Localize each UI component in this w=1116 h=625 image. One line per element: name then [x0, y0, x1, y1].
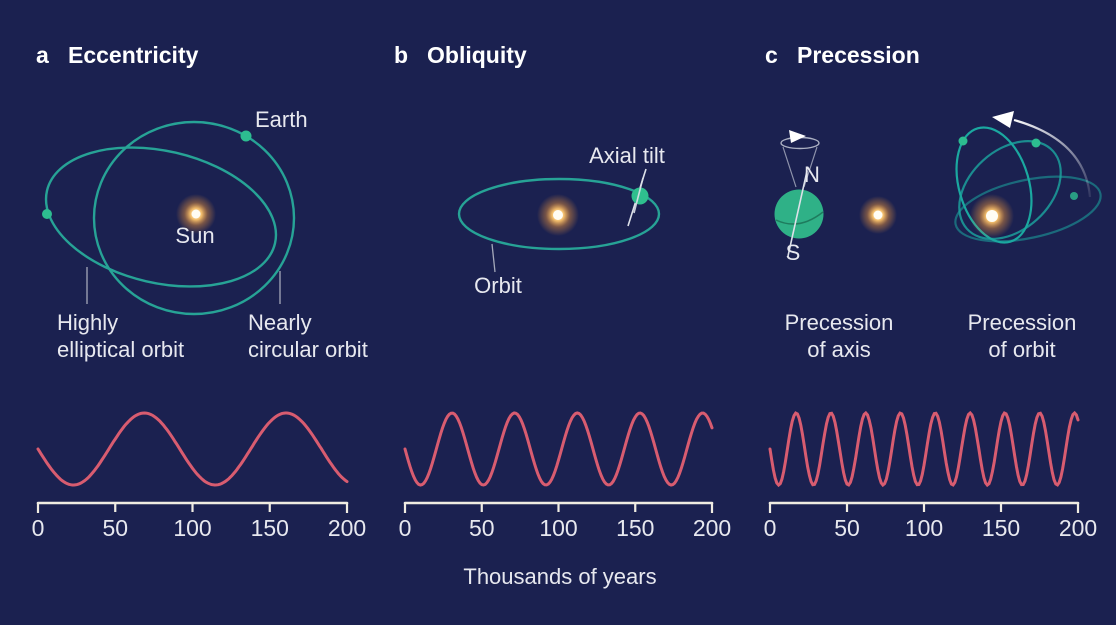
panel-c-title: Precession — [797, 42, 920, 68]
earth-dot-orbit-3 — [1070, 192, 1078, 200]
eccentricity-cycle-plot: 0 50 100 150 200 — [32, 411, 366, 541]
precession-cycle-tick-label-200: 200 — [1059, 515, 1097, 541]
obliquity-cycle-tick-label-200: 200 — [693, 515, 731, 541]
axial-tilt-label: Axial tilt — [589, 143, 665, 168]
sun-a — [191, 209, 201, 219]
obliquity-cycle-tick-label-150: 150 — [616, 515, 654, 541]
precession-of-orbit-caption-line2: of orbit — [988, 337, 1055, 362]
eccentricity-cycle-tick-label-150: 150 — [251, 515, 289, 541]
globe-equator-line — [775, 211, 824, 225]
south-pole-label: S — [786, 240, 801, 265]
orbit-precession-arrow-icon — [992, 111, 1014, 128]
earth-dot-orbit-2 — [1031, 138, 1041, 148]
precession-of-axis-caption-line2: of axis — [807, 337, 871, 362]
orbit-precession-arrow-curve — [1013, 118, 1092, 198]
precession-cycle-tick-label-50: 50 — [834, 515, 860, 541]
eccentricity-cycle-tick-label-0: 0 — [32, 515, 45, 541]
panel-precession: c Precession N S Precess — [765, 42, 1102, 362]
axial-tilt-line-over-earth — [633, 177, 644, 214]
cone-rotation-arrow-icon — [789, 130, 806, 143]
precession-cycle-plot: 0 50 100 150 200 — [764, 410, 1097, 541]
panel-eccentricity: a Eccentricity Earth Sun Highly elliptic… — [36, 42, 368, 362]
panel-b-title: Obliquity — [427, 42, 527, 68]
obliquity-cycle-plot: 0 50 100 150 200 — [399, 411, 731, 541]
leader-line-orbit — [491, 243, 496, 273]
sun-b — [553, 210, 563, 220]
circular-orbit-label-line1: Nearly — [248, 310, 312, 335]
earth-label: Earth — [255, 107, 308, 132]
elliptical-orbit-label-line1: Highly — [57, 310, 118, 335]
obliquity-cycle-tick-label-0: 0 — [399, 515, 412, 541]
precessing-orbit-1 — [955, 126, 1033, 244]
obliquity-cycle-tick-label-100: 100 — [539, 515, 577, 541]
panel-a-title: Eccentricity — [68, 42, 199, 68]
eccentricity-cycle-tick-label-100: 100 — [173, 515, 211, 541]
precession-cone-loop — [780, 136, 820, 150]
precession-of-axis-caption-line1: Precession — [785, 310, 894, 335]
precessing-orbit-2 — [958, 140, 1062, 240]
earth-dot-circular-orbit — [240, 130, 252, 142]
highly-elliptical-orbit — [44, 146, 278, 288]
precession-cycle-wave — [768, 410, 1080, 488]
panel-b-index: b — [394, 42, 408, 68]
cone-side-left — [782, 146, 797, 188]
panel-c-index: c — [765, 42, 778, 68]
panel-a-index: a — [36, 42, 49, 68]
earth-dot-orbit-1 — [958, 136, 968, 146]
earth-globe-c — [774, 189, 824, 239]
eccentricity-cycle-wave — [36, 411, 349, 487]
sun-label: Sun — [175, 223, 214, 248]
orbit-ellipse — [457, 177, 661, 251]
eccentricity-cycle-tick-label-50: 50 — [102, 515, 128, 541]
panel-obliquity: b Obliquity Axial tilt Orbit — [394, 42, 665, 298]
eccentricity-cycle-tick-label-200: 200 — [328, 515, 366, 541]
earth-globe-b — [631, 187, 649, 205]
cycle-plots: 0 50 100 150 200 0 50 100 150 200 0 50 100 150 200 — [32, 410, 1097, 541]
precession-cycle-tick-label-150: 150 — [982, 515, 1020, 541]
obliquity-cycle-wave — [403, 411, 714, 487]
precession-cycle-tick-label-0: 0 — [764, 515, 777, 541]
x-axis-caption: Thousands of years — [463, 564, 656, 589]
elliptical-orbit-label-line2: elliptical orbit — [57, 337, 184, 362]
earth-dot-elliptical-orbit — [42, 209, 52, 219]
orbit-label: Orbit — [474, 273, 522, 298]
obliquity-cycle-tick-label-50: 50 — [469, 515, 495, 541]
circular-orbit-label-line2: circular orbit — [248, 337, 368, 362]
precession-cycle-tick-label-100: 100 — [905, 515, 943, 541]
precession-of-orbit-caption-line1: Precession — [968, 310, 1077, 335]
nearly-circular-orbit — [92, 120, 296, 316]
globe-axis-line — [787, 170, 808, 257]
north-pole-label: N — [804, 162, 820, 187]
cone-side-right — [803, 146, 818, 188]
sun-c1 — [873, 210, 883, 220]
sun-c2 — [986, 210, 998, 222]
precessing-orbit-3 — [954, 175, 1102, 243]
